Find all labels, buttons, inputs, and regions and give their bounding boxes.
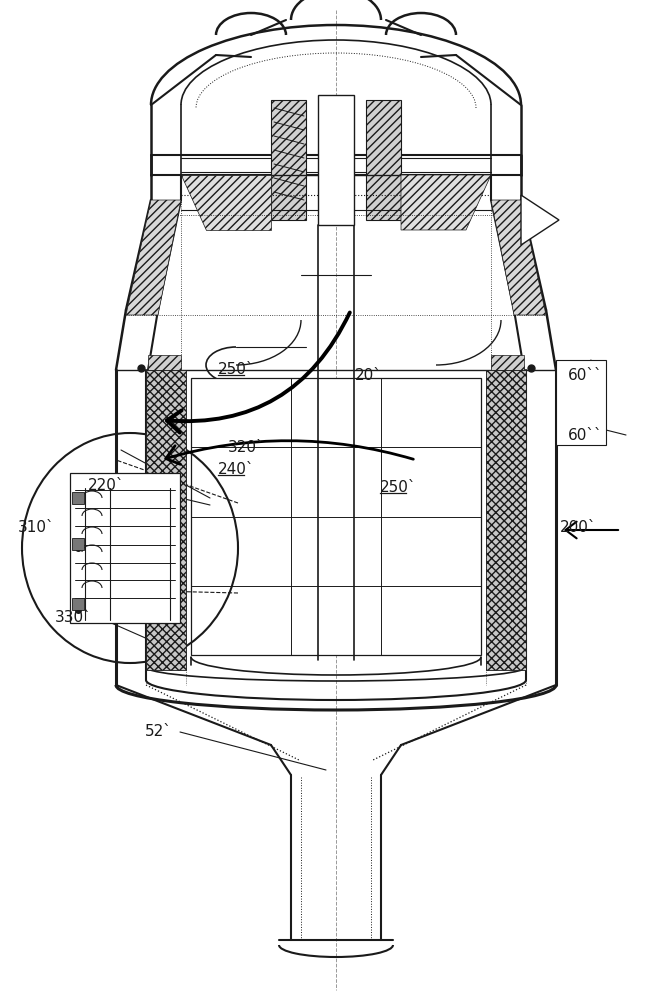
Bar [72,598,84,610]
Bar [146,370,186,670]
FancyArrowPatch shape [166,441,413,464]
Polygon shape [401,175,491,230]
Bar [191,378,481,655]
Polygon shape [181,175,271,230]
Polygon shape [366,100,401,220]
Text: 250`: 250` [218,362,255,377]
Polygon shape [148,355,181,370]
Text: 310`: 310` [18,520,54,536]
Text: 250`: 250` [380,481,417,495]
Bar [70,473,180,623]
Text: 330`: 330` [55,610,92,626]
Text: 20`: 20` [355,367,382,382]
FancyArrowPatch shape [566,522,618,538]
Text: 220`: 220` [88,479,124,493]
Polygon shape [126,200,181,315]
Text: 320`: 320` [228,440,265,456]
Bar [72,492,84,504]
Polygon shape [521,195,559,245]
Bar [556,360,606,445]
Bar [318,95,354,225]
Text: 60``: 60`` [568,367,603,382]
Bar [486,370,526,670]
Polygon shape [271,100,306,220]
Text: 200`: 200` [560,520,597,536]
Text: 60``: 60`` [568,428,603,442]
Polygon shape [491,200,546,315]
Bar [72,538,84,550]
FancyArrowPatch shape [167,313,350,433]
Text: 240`: 240` [218,462,255,478]
Polygon shape [491,355,524,370]
Text: 52`: 52` [145,724,172,740]
